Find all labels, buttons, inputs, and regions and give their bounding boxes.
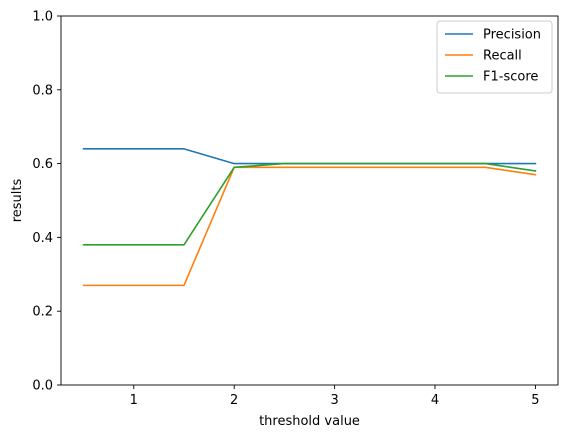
y-axis-ticks: 0.0 0.2 0.4 0.6 0.8 1.0 — [32, 10, 61, 394]
legend-entry: Recall — [483, 49, 522, 64]
x-axis-ticks: 1 2 3 4 5 — [130, 385, 540, 408]
legend-entry: Precision — [483, 28, 541, 43]
y-axis-label: results — [10, 179, 25, 223]
axes-frame — [60, 15, 559, 386]
y-tick-label: 0.8 — [32, 83, 53, 98]
series-line-recall — [82, 166, 537, 287]
series-line-f1-score — [82, 162, 537, 246]
x-tick-label: 2 — [230, 393, 238, 408]
x-tick-label: 1 — [130, 393, 138, 408]
y-tick-label: 0.6 — [32, 157, 53, 172]
x-tick-label: 4 — [431, 393, 439, 408]
x-axis-label: threshold value — [259, 414, 360, 429]
y-tick-label: 0.2 — [32, 305, 53, 320]
axes-layer — [60, 15, 559, 386]
y-tick-label: 1.0 — [32, 10, 53, 25]
series-layer — [82, 148, 537, 287]
x-tick-label: 5 — [531, 393, 539, 408]
y-tick-label: 0.0 — [32, 379, 53, 394]
legend: Precision Recall F1-score — [436, 20, 553, 94]
legend-box — [436, 20, 553, 94]
x-tick-label: 3 — [330, 393, 338, 408]
legend-entry: F1-score — [483, 70, 538, 85]
y-tick-label: 0.4 — [32, 231, 53, 246]
